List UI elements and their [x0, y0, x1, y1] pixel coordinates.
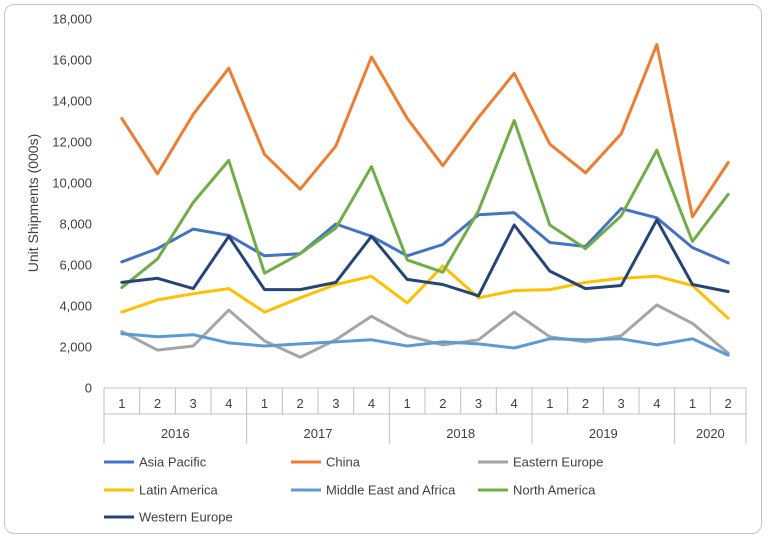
year-label: 2017	[304, 426, 333, 441]
series-line	[120, 332, 730, 357]
y-tick-label: 8,000	[59, 217, 92, 232]
y-axis-title: Unit Shipments (000s)	[25, 134, 41, 273]
x-tick-label: 2	[154, 396, 161, 411]
legend-item: China	[291, 455, 361, 470]
y-tick-label: 16,000	[52, 53, 92, 68]
x-tick-label: 1	[118, 396, 125, 411]
legend-label: Latin America	[139, 483, 219, 498]
x-tick-label: 2	[439, 396, 446, 411]
x-tick-label: 3	[618, 396, 625, 411]
y-tick-label: 4,000	[59, 299, 92, 314]
legend-item: Asia Pacific	[104, 455, 207, 470]
legend-label: Middle East and Africa	[326, 483, 456, 498]
chart-frame	[4, 4, 762, 534]
series-lines	[120, 43, 730, 359]
x-tick-label: 2	[297, 396, 304, 411]
legend-label: Asia Pacific	[139, 455, 207, 470]
x-tick-label: 1	[404, 396, 411, 411]
legend-item: Western Europe	[104, 510, 233, 525]
y-tick-label: 14,000	[52, 94, 92, 109]
series-line	[120, 303, 730, 359]
legend-item: North America	[478, 483, 596, 498]
y-tick-label: 6,000	[59, 258, 92, 273]
legend: Asia Pacific China Eastern Europe Latin Ame…	[104, 455, 603, 525]
series-line	[120, 218, 730, 298]
x-tick-label: 3	[332, 396, 339, 411]
year-label: 2018	[446, 426, 475, 441]
y-tick-label: 2,000	[59, 340, 92, 355]
series-line	[120, 264, 730, 320]
y-tick-label: 12,000	[52, 135, 92, 150]
x-tick-label: 4	[653, 396, 660, 411]
legend-item: Latin America	[104, 483, 219, 498]
x-tick-label: 3	[190, 396, 197, 411]
x-tick-label: 1	[546, 396, 553, 411]
year-label: 2020	[696, 426, 725, 441]
series-line	[120, 207, 730, 265]
y-tick-label: 10,000	[52, 176, 92, 191]
y-tick-label: 0	[85, 381, 92, 396]
legend-label: Eastern Europe	[513, 455, 603, 470]
year-label: 2019	[589, 426, 618, 441]
x-tick-label: 2	[582, 396, 589, 411]
series-line	[120, 43, 730, 219]
series-line	[120, 119, 730, 290]
legend-item: Eastern Europe	[478, 455, 603, 470]
legend-label: North America	[513, 483, 596, 498]
year-label: 2016	[161, 426, 190, 441]
x-tick-label: 1	[689, 396, 696, 411]
x-tick-label: 3	[475, 396, 482, 411]
x-tick-label: 1	[261, 396, 268, 411]
legend-label: China	[326, 455, 361, 470]
y-tick-label: 18,000	[52, 12, 92, 27]
x-tick-label: 4	[511, 396, 518, 411]
x-tick-label: 2	[725, 396, 732, 411]
legend-label: Western Europe	[139, 510, 233, 525]
x-tick-label: 4	[225, 396, 232, 411]
y-axis-ticks: 0 2,000 4,000 6,000 8,000 10,000 12,000 14,000 1…	[52, 12, 92, 396]
legend-item: Middle East and Africa	[291, 483, 456, 498]
x-tick-label: 4	[368, 396, 375, 411]
